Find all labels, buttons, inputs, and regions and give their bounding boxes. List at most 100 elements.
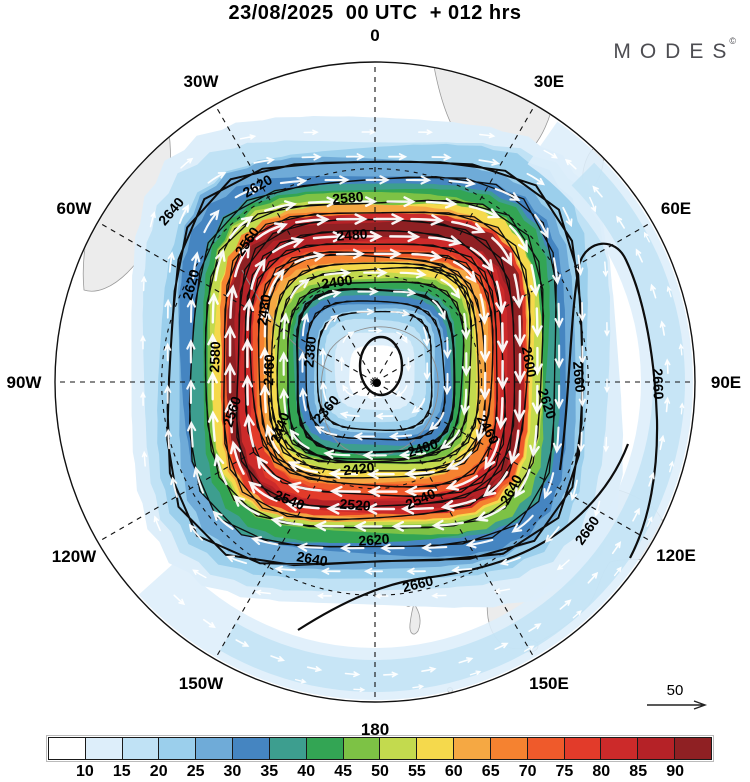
wind-arrow: [514, 353, 526, 385]
wind-arrow: [432, 299, 446, 321]
wind-arrow: [431, 519, 464, 531]
wind-arrow: [465, 538, 494, 549]
wind-arrow: [224, 324, 236, 357]
wind-arrow: [428, 411, 445, 431]
reference-arrow-glyph: [647, 700, 708, 710]
colorbar-tick-90: 90: [666, 763, 684, 780]
wind-arrow: [468, 205, 501, 219]
wind-arrow: [164, 342, 172, 362]
wind-arrow: [443, 372, 452, 396]
longitude-label-30W: 30W: [184, 72, 220, 91]
outer-band-light: [138, 121, 694, 701]
wind-arrow: [496, 322, 509, 354]
wind-arrow: [578, 345, 586, 365]
wind-arrow: [274, 565, 296, 573]
wind-arrow: [421, 543, 448, 553]
wind-arrow: [529, 264, 541, 297]
wind-arrow: [594, 500, 601, 517]
wind-arrow: [326, 503, 359, 515]
wind-arrow: [604, 378, 610, 394]
wind-arrow: [482, 471, 509, 497]
contour-label: 2660: [570, 361, 589, 394]
wind-arrow: [578, 387, 586, 408]
colorbar-tick-labels: 10 15 20 25 30 35 40 45 50 55 60 65 70 75 80 85 90: [48, 763, 712, 782]
contour-2420: [287, 281, 465, 463]
wind-arrow: [313, 520, 345, 532]
wind-arrow: [396, 331, 408, 344]
wind-arrow: [411, 398, 426, 414]
contour-2460: [270, 262, 480, 464]
longitude-labels: 0 30E 60E 90E 120E 150E 180 150W 120W 90W 60W 30W: [7, 26, 742, 735]
wind-arrow: [279, 351, 289, 376]
meridian-line: [374, 381, 536, 660]
contour-2660-bottom: [297, 443, 630, 631]
colorbar-tick-70: 70: [518, 763, 537, 780]
wind-arrow: [425, 197, 458, 209]
wind-arrow: [529, 425, 540, 458]
longitude-label-120W: 120W: [52, 547, 97, 566]
contour-label: 2660: [650, 368, 667, 400]
wind-arrow: [254, 589, 271, 596]
contour-label: 2580: [206, 341, 223, 373]
colorbar-cell-15: [600, 738, 638, 759]
wind-arrow: [669, 460, 674, 473]
wind-arrow: [242, 298, 255, 332]
wind-arrow: [367, 394, 382, 401]
wind-arrow: [253, 157, 275, 165]
colorbar-tick-15: 15: [112, 763, 131, 780]
wind-arrow: [439, 429, 461, 450]
contour-label: 2620: [358, 531, 390, 549]
wind-arrow: [375, 412, 394, 420]
wind-arrow: [228, 215, 254, 239]
wind-arrow: [659, 434, 665, 451]
contour-2380: [305, 300, 446, 441]
wind-arrow: [188, 523, 204, 541]
wind-arrow: [241, 337, 254, 369]
wind-arrow: [256, 455, 281, 482]
wind-arrow: [232, 494, 260, 516]
longitude-label-180: 180: [361, 720, 389, 735]
wind-arrow: [339, 411, 360, 419]
wind-arrow: [543, 149, 558, 159]
reference-arrow-label: 50: [667, 682, 684, 699]
wind-arrow: [495, 396, 508, 430]
wind-arrow: [404, 485, 438, 497]
longitude-label-30E: 30E: [534, 72, 564, 91]
wind-arrow: [202, 618, 216, 629]
wind-arrow: [335, 248, 366, 260]
pole-marker: [373, 379, 381, 387]
colorbar-tick-60: 60: [444, 763, 463, 780]
contour-2660-loop: [558, 242, 659, 559]
colorbar-tick-80: 80: [592, 763, 611, 780]
wind-arrow: [431, 153, 452, 161]
colorbar-tick-35: 35: [260, 763, 279, 780]
wind-arrow: [314, 426, 338, 436]
wind-arrow: [405, 357, 412, 372]
wind-arrow: [554, 302, 564, 329]
longitude-label-90E: 90E: [711, 373, 741, 392]
wind-arrow: [423, 362, 431, 381]
contour-2400: [295, 287, 456, 454]
wind-arrow: [559, 599, 572, 610]
wind-arrow: [587, 571, 599, 584]
wind-arrow: [443, 336, 452, 360]
wind-arrow: [431, 592, 447, 599]
wind-arrow: [208, 292, 219, 324]
wind-arrow: [412, 684, 425, 690]
longitude-label-90W: 90W: [7, 373, 43, 392]
wind-arrow: [214, 248, 226, 282]
wind-arrow: [265, 424, 281, 454]
wind-arrow: [141, 275, 147, 292]
colorbar-cell-10: [416, 738, 454, 759]
wind-arrow: [496, 359, 509, 391]
colorbar-tick-20: 20: [149, 763, 168, 780]
wind-arrow: [140, 334, 146, 350]
wind-arrow: [678, 343, 684, 356]
wind-arrow: [353, 521, 383, 532]
wind-arrow: [344, 671, 361, 678]
wind-arrow: [224, 362, 236, 394]
wind-arrow: [604, 322, 610, 337]
wind-arrow: [191, 251, 201, 280]
wind-arrow: [666, 285, 672, 298]
wind-arrow: [648, 472, 655, 487]
